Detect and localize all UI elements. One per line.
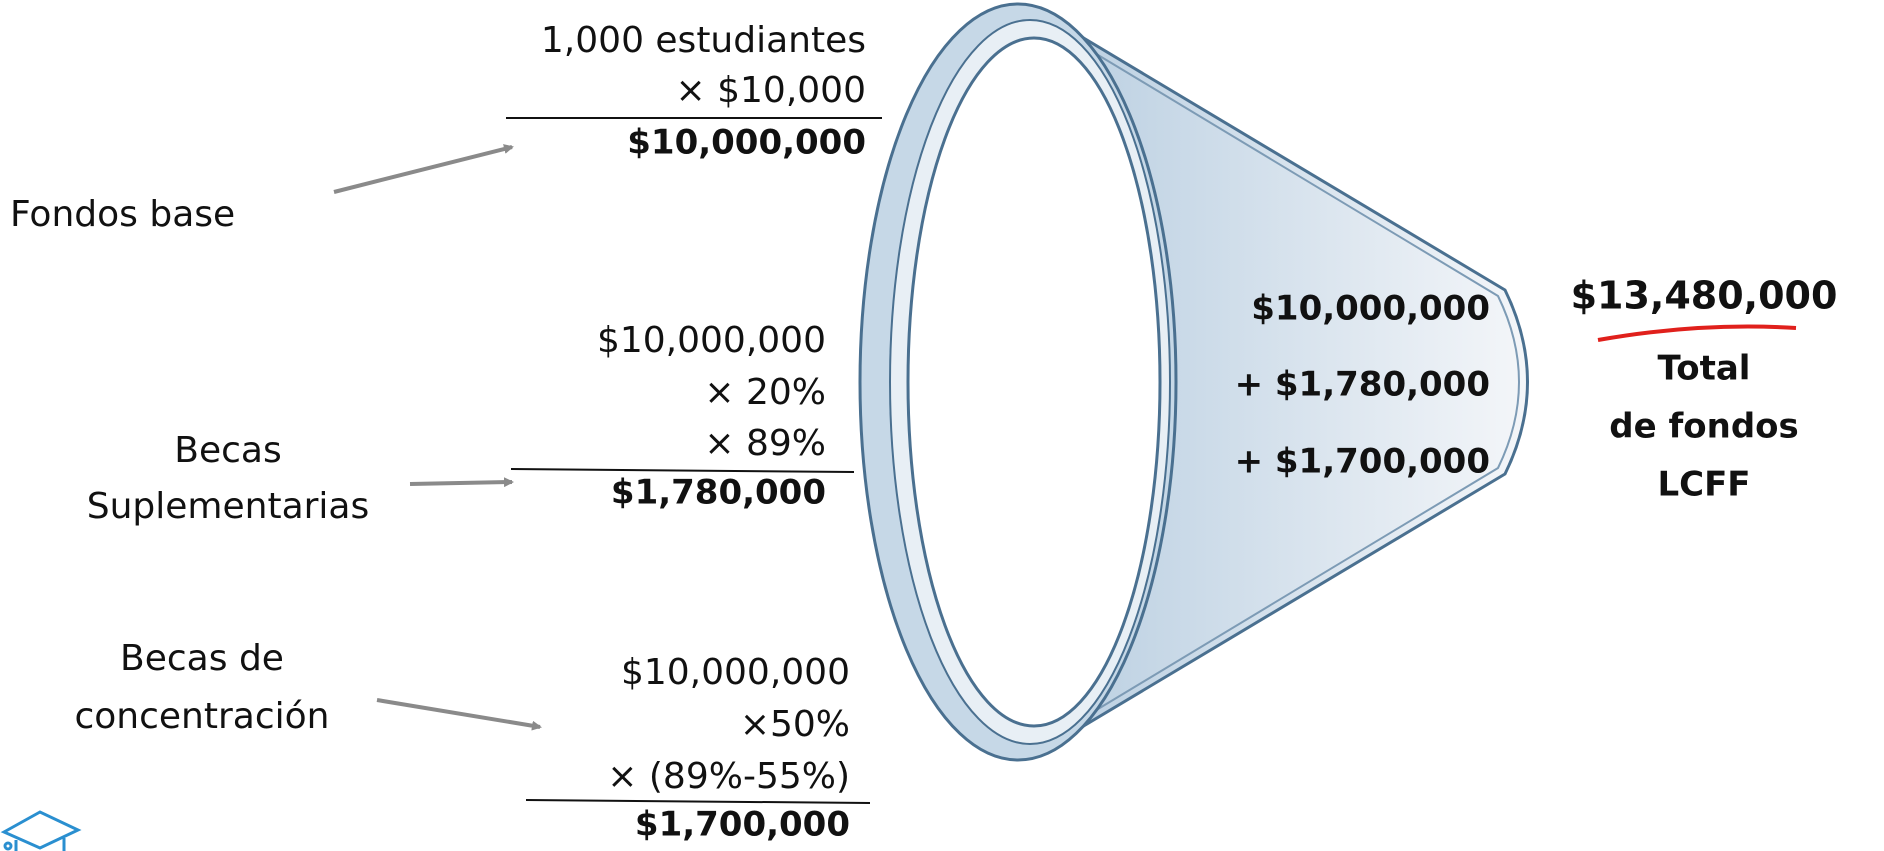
calc-line: × (89%-55%) bbox=[607, 756, 850, 797]
logo bbox=[4, 812, 78, 851]
label: concentración bbox=[74, 696, 329, 737]
total-label: LCFF bbox=[1657, 465, 1750, 505]
funnel-sum: $10,000,000 bbox=[1251, 289, 1490, 329]
label: Fondos base bbox=[10, 194, 235, 235]
calc-line: $10,000,000 bbox=[621, 652, 850, 693]
funnel-sum: + $1,700,000 bbox=[1235, 442, 1490, 482]
total-amount: $13,480,000 bbox=[1571, 274, 1838, 318]
calc-line: 1,000 estudiantes bbox=[541, 20, 866, 61]
underline bbox=[1598, 327, 1796, 341]
total-label: de fondos bbox=[1609, 407, 1799, 447]
total-label: Total bbox=[1658, 349, 1751, 389]
calc-line: ×50% bbox=[740, 704, 850, 745]
calc-line: × 89% bbox=[704, 423, 826, 464]
arrows bbox=[334, 147, 540, 727]
label: Becas de bbox=[120, 638, 284, 679]
calc-line: × $10,000 bbox=[676, 70, 866, 111]
label: Becas bbox=[174, 430, 281, 471]
calc-result: $10,000,000 bbox=[627, 123, 866, 163]
calc-line: × 20% bbox=[704, 372, 826, 413]
label: Suplementarias bbox=[87, 486, 370, 527]
funnel-sum: + $1,780,000 bbox=[1235, 365, 1490, 405]
calc-result: $1,700,000 bbox=[635, 805, 850, 845]
calc-line: $10,000,000 bbox=[597, 320, 826, 361]
rule bbox=[526, 800, 870, 803]
diagram: Fondos base Becas Suplementarias Becas d… bbox=[0, 0, 1884, 851]
calc-result: $1,780,000 bbox=[611, 473, 826, 513]
